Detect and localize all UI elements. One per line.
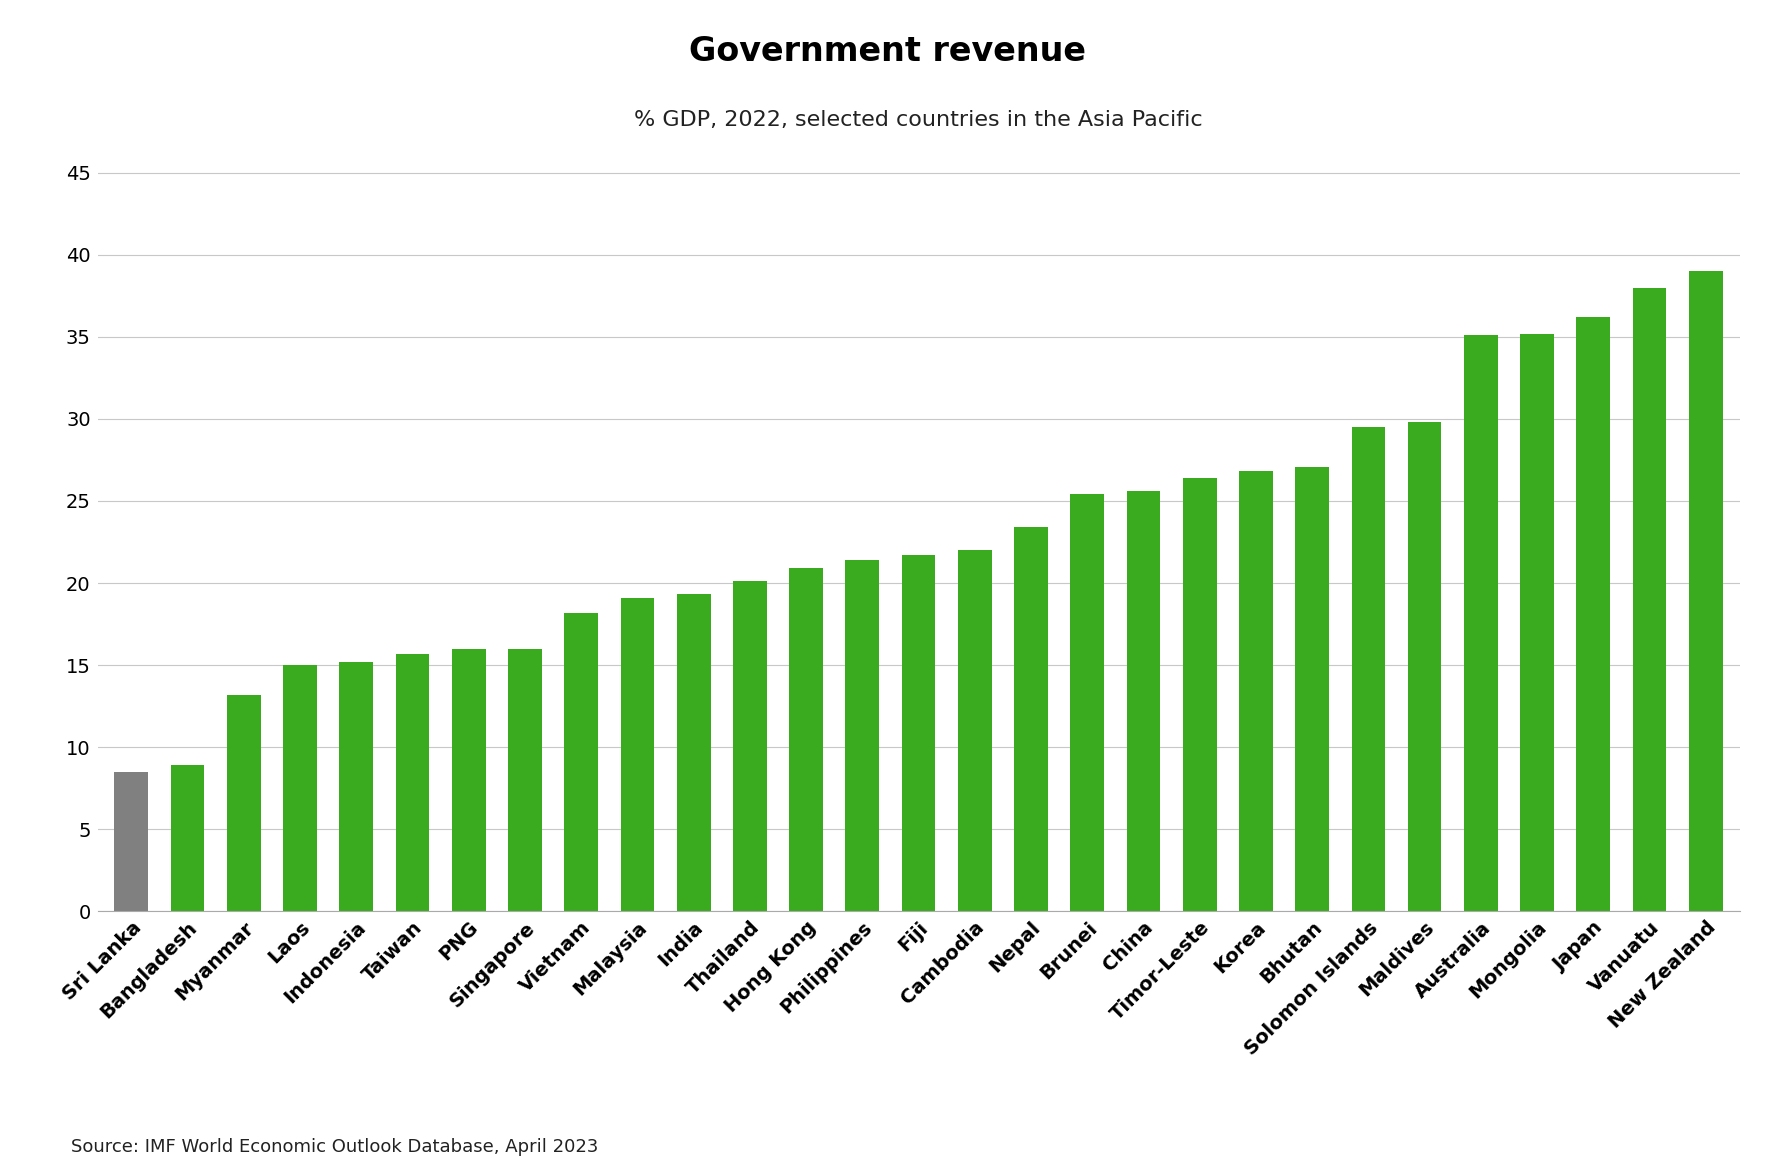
Bar <box>790 569 824 911</box>
Bar <box>621 598 655 911</box>
Bar <box>227 695 261 911</box>
Bar <box>1014 527 1047 911</box>
Bar <box>1070 494 1104 911</box>
Bar <box>453 648 486 911</box>
Bar <box>676 595 710 911</box>
Bar <box>1182 478 1216 911</box>
Text: Government revenue: Government revenue <box>689 35 1086 68</box>
Bar <box>1127 492 1161 911</box>
Bar <box>1351 427 1385 911</box>
Text: Source: IMF World Economic Outlook Database, April 2023: Source: IMF World Economic Outlook Datab… <box>71 1139 598 1156</box>
Bar <box>902 555 935 911</box>
Bar <box>284 665 318 911</box>
Bar <box>1408 423 1441 911</box>
Bar <box>115 772 149 911</box>
Bar <box>1519 334 1553 911</box>
Bar <box>1239 472 1273 911</box>
Bar <box>396 654 430 911</box>
Bar <box>339 662 373 911</box>
Title: % GDP, 2022, selected countries in the Asia Pacific: % GDP, 2022, selected countries in the A… <box>634 110 1203 131</box>
Bar <box>733 582 767 911</box>
Bar <box>1464 335 1498 911</box>
Bar <box>1633 287 1667 911</box>
Bar <box>959 550 992 911</box>
Bar <box>1576 318 1610 911</box>
Bar <box>1296 466 1329 911</box>
Bar <box>508 648 541 911</box>
Bar <box>1688 271 1722 911</box>
Bar <box>170 765 204 911</box>
Bar <box>564 612 598 911</box>
Bar <box>845 559 879 911</box>
